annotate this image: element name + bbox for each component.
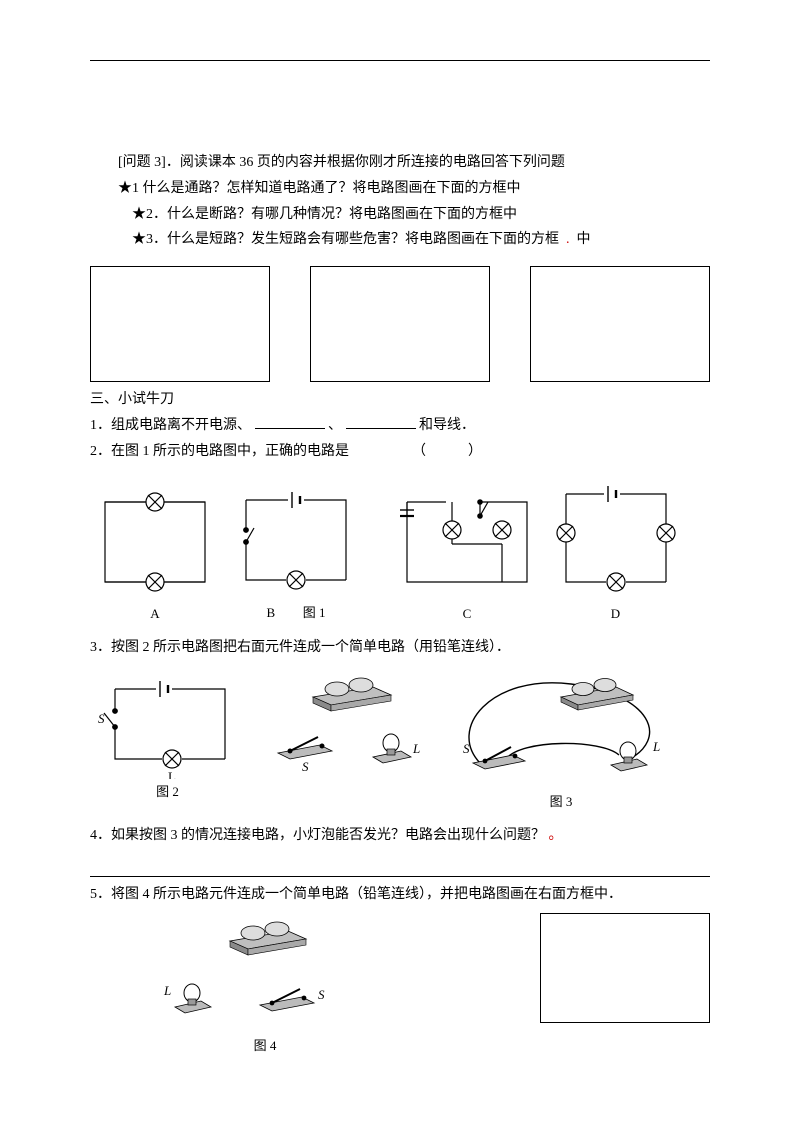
fig1-row: A <box>90 474 710 622</box>
fig2: S L 图 2 <box>90 669 245 800</box>
answer-box-1 <box>90 266 270 382</box>
circuit-B-svg <box>226 482 366 602</box>
page: [问题 3]．阅读课本 36 页的内容并根据你刚才所连接的电路回答下列问题 ★1… <box>0 0 800 1094</box>
label-B: B <box>267 605 276 620</box>
svg-text:L: L <box>168 769 176 779</box>
q3-line3b: 中 <box>577 232 591 247</box>
circuit-B: B 图 1 <box>226 482 366 622</box>
circuit-A: A <box>90 484 220 622</box>
q1-post: 和导线． <box>419 418 475 433</box>
q3-line1: ★1 什么是通路？怎样知道电路通了？将电路图画在下面的方框中 <box>90 177 710 201</box>
circuit-A-svg <box>90 484 220 604</box>
q1: 1．组成电路离不开电源、 、 和导线． <box>90 414 710 438</box>
answer-box-3 <box>530 266 710 382</box>
q3-line3a: ★3．什么是短路？发生短路会有哪些危害？将电路图画在下面的方框 <box>132 232 559 247</box>
q3-task: 3．按图 2 所示电路图把右面元件连成一个简单电路（用铅笔连线）． <box>90 636 710 660</box>
fig3-svg: S L <box>451 669 671 789</box>
circuit-C: C <box>392 484 542 622</box>
svg-text:L: L <box>412 741 420 756</box>
fig2-svg: S L <box>90 669 245 779</box>
q5-row: L S 图 4 <box>90 913 710 1054</box>
svg-text:S: S <box>302 759 309 774</box>
red-dot-1: . <box>563 232 574 247</box>
q1-blank1 <box>255 414 325 429</box>
circuit-C-svg <box>392 484 542 604</box>
svg-text:L: L <box>163 983 171 998</box>
fig2-label: 图 2 <box>90 781 245 800</box>
circuit-D-svg <box>548 474 683 604</box>
top-rule <box>90 60 710 61</box>
fig1-label: 图 1 <box>303 605 326 620</box>
q3-line2: ★2．什么是断路？有哪几种情况？将电路图画在下面的方框中 <box>90 203 710 227</box>
q3-heading: [问题 3]．阅读课本 36 页的内容并根据你刚才所连接的电路回答下列问题 <box>90 151 710 175</box>
fig2-3-row: S L 图 2 <box>90 669 710 810</box>
answer-box-2 <box>310 266 490 382</box>
svg-text:S: S <box>463 741 470 756</box>
fig4-label: 图 4 <box>160 1035 370 1054</box>
fig3-label: 图 3 <box>451 791 671 810</box>
svg-text:L: L <box>652 739 660 754</box>
circuit-D: D <box>548 474 683 622</box>
q4-answer-line <box>90 858 710 877</box>
svg-text:S: S <box>98 711 105 726</box>
q1-sep: 、 <box>328 418 342 433</box>
q3-line3: ★3．什么是短路？发生短路会有哪些危害？将电路图画在下面的方框 . 中 <box>90 228 710 252</box>
q4: 4．如果按图 3 的情况连接电路，小灯泡能否发光？电路会出现什么问题？ 。 <box>90 824 710 848</box>
fig4: L S 图 4 <box>90 913 370 1054</box>
q5: 5．将图 4 所示电路元件连成一个简单电路（铅笔连线），并把电路图画在右面方框中… <box>90 883 710 907</box>
answer-boxes <box>90 266 710 382</box>
label-D: D <box>548 606 683 622</box>
svg-text:S: S <box>318 987 325 1002</box>
q1-blank2 <box>346 414 416 429</box>
section3-title: 三、小试牛刀 <box>90 388 710 412</box>
label-A: A <box>90 606 220 622</box>
q5-draw-box <box>540 913 710 1023</box>
q4-text: 4．如果按图 3 的情况连接电路，小灯泡能否发光？电路会出现什么问题？ <box>90 828 545 843</box>
fig4-svg: L S <box>160 913 370 1033</box>
q1-pre: 1．组成电路离不开电源、 <box>90 418 251 433</box>
fig3: S L 图 3 <box>451 669 671 810</box>
label-C: C <box>392 606 542 622</box>
q4-reddot: 。 <box>549 828 563 843</box>
components-loose: S L <box>263 669 433 779</box>
components-svg: S L <box>263 669 433 779</box>
q2: 2．在图 1 所示的电路图中，正确的电路是 （ ） <box>90 440 710 464</box>
